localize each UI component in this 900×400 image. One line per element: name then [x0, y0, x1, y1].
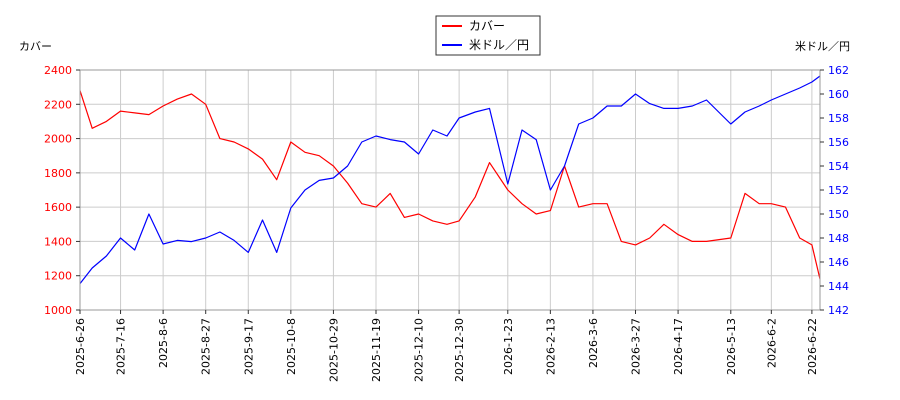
- grid-lines: [79, 69, 820, 311]
- series-line-1: [79, 90, 821, 280]
- plot-frame: [79, 69, 821, 311]
- left-axis-tick-label: 1200: [44, 270, 72, 283]
- axes: 1000 1200 1400 1600 1800 2000 2200 2400 142 144 14…: [44, 64, 849, 382]
- x-axis-tick-label: 2025-10-8: [285, 318, 298, 375]
- x-axis-tick-label: 2026-3-6: [587, 318, 600, 368]
- x-axis-tick-label: 2026-6-2: [765, 318, 778, 368]
- series-line-2: [79, 75, 821, 284]
- left-axis-tick-label: 1600: [44, 201, 72, 214]
- x-axis-tick-label: 2025-7-16: [115, 318, 128, 375]
- x-axis-tick-label: 2026-2-13: [544, 318, 557, 375]
- left-axis-tick-label: 2400: [44, 64, 72, 77]
- x-axis-tick-label: 2025-11-19: [370, 318, 383, 382]
- right-axis-tick-label: 158: [828, 112, 849, 125]
- right-axis-tick-label: 156: [828, 136, 849, 149]
- x-axis-tick-label: 2025-9-17: [242, 318, 255, 375]
- x-axis-tick-label: 2025-8-27: [200, 318, 213, 375]
- left-axis-tick-label: 1800: [44, 167, 72, 180]
- right-axis-tick-label: 146: [828, 256, 849, 269]
- right-axis-tick-label: 154: [828, 160, 849, 173]
- x-axis-tick-label: 2026-4-17: [672, 318, 685, 375]
- left-axis-tick-label: 1400: [44, 235, 72, 248]
- legend-box: [435, 15, 541, 56]
- right-axis-tick-label: 152: [828, 184, 849, 197]
- left-axis-tick-label: 2000: [44, 133, 72, 146]
- x-axis-tick-label: 2025-8-6: [157, 318, 170, 368]
- right-axis-tick-label: 150: [828, 208, 849, 221]
- legend-label-series-1: カバー: [469, 19, 505, 33]
- x-axis-tick-label: 2026-6-22: [806, 318, 819, 375]
- right-axis-title: 米ドル／円: [795, 40, 850, 53]
- left-axis-tick-label: 2200: [44, 98, 72, 111]
- x-axis-tick-label: 2025-10-29: [327, 318, 340, 382]
- left-axis-title: カバー: [19, 40, 52, 53]
- left-axis-tick-label: 1000: [44, 304, 72, 317]
- x-axis-tick-label: 2026-3-27: [630, 318, 643, 375]
- x-axis-tick-label: 2025-6-26: [74, 318, 87, 375]
- right-axis-tick-label: 162: [828, 64, 849, 77]
- x-axis-tick-label: 2025-12-10: [413, 318, 426, 382]
- legend: カバー 米ドル／円: [435, 15, 541, 56]
- right-axis-tick-label: 148: [828, 232, 849, 245]
- plot-area: [79, 75, 821, 284]
- right-axis-tick-label: 160: [828, 88, 849, 101]
- right-axis-tick-label: 144: [828, 280, 849, 293]
- x-axis-tick-label: 2025-12-30: [453, 318, 466, 382]
- right-axis-tick-label: 142: [828, 304, 849, 317]
- legend-label-series-2: 米ドル／円: [469, 38, 529, 52]
- x-axis-tick-label: 2026-5-13: [725, 318, 738, 375]
- x-axis-tick-label: 2026-1-23: [502, 318, 515, 375]
